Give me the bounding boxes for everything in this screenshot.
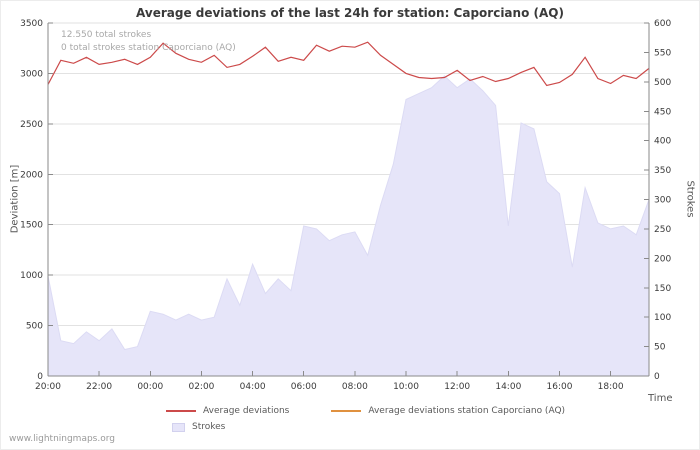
y-tick-label-right: 550 [654,48,671,58]
y-tick-label-left: 2000 [20,170,43,180]
y-tick-label-left: 2500 [20,120,43,130]
x-tick-label: 16:00 [547,382,573,392]
y-axis-label-left: Deviation [m] [9,164,21,234]
x-tick-label: 10:00 [393,382,419,392]
y-tick-label-left: 3000 [20,69,43,79]
legend-label-station-deviations: Average deviations station Caporciano (A… [368,406,566,416]
legend-line-station-deviations-icon [331,410,362,412]
y-axis-label-right: Strokes [684,180,696,218]
y-tick-label-right: 300 [654,196,671,206]
y-tick-label-left: 3500 [20,19,43,29]
y-tick-label-right: 50 [654,343,666,353]
y-tick-label-left: 1000 [20,271,43,281]
y-tick-label-right: 250 [654,225,671,235]
x-tick-label: 00:00 [137,382,163,392]
y-tick-label-right: 400 [654,137,671,147]
chart-title: Average deviations of the last 24h for s… [136,6,564,20]
x-axis-label: Time [648,393,673,404]
average-deviations-line [47,41,650,87]
x-tick-label: 04:00 [240,382,266,392]
strokes-area [47,75,650,377]
y-tick-label-right: 200 [654,254,671,264]
legend-swatch-strokes-icon [172,422,185,432]
y-tick-label-right: 100 [654,313,671,323]
x-tick-label: 20:00 [35,382,61,392]
x-tick-label: 08:00 [342,382,368,392]
legend-label-strokes: Strokes [192,422,226,432]
x-tick-label: 12:00 [444,382,470,392]
y-tick-label-left: 0 [37,372,43,382]
y-tick-label-right: 350 [654,166,671,176]
y-tick-label-right: 600 [654,19,671,29]
y-tick-label-left: 500 [26,322,43,332]
y-tick-label-right: 450 [654,107,671,117]
annotation-total-strokes: 12.550 total strokes [61,30,152,40]
legend-label-average-deviations: Average deviations [203,406,290,416]
legend-line-average-deviations-icon [166,410,196,412]
legend-row-2: Strokes [166,419,565,435]
y-tick-label-right: 0 [654,372,660,382]
x-tick-label: 02:00 [188,382,214,392]
x-tick-label: 14:00 [495,382,521,392]
y-tick-label-left: 1500 [20,221,43,231]
x-tick-label: 18:00 [598,382,624,392]
legend-row-1: Average deviations Average deviations st… [166,403,565,419]
legend: Average deviations Average deviations st… [166,403,565,435]
y-tick-label-right: 150 [654,284,671,294]
x-tick-label: 06:00 [291,382,317,392]
x-tick-label: 22:00 [86,382,112,392]
annotation-station-strokes: 0 total strokes station Caporciano (AQ) [61,43,236,53]
watermark: www.lightningmaps.org [9,434,115,444]
y-tick-label-right: 500 [654,78,671,88]
